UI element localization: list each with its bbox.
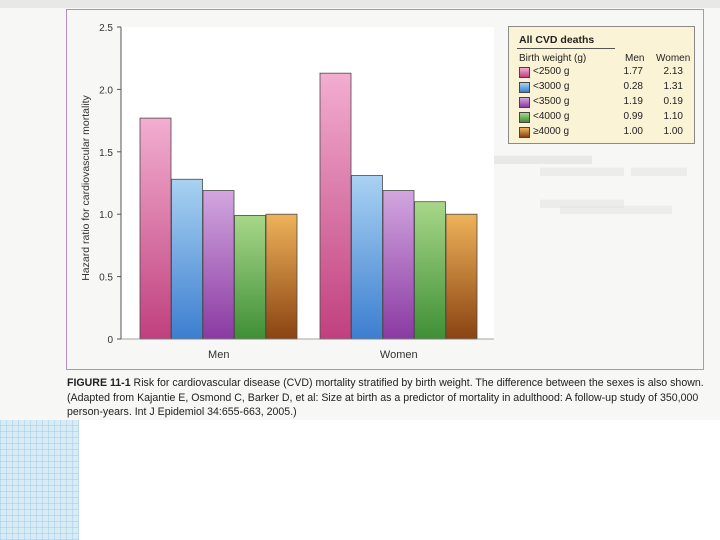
bleed-through-line: ▬▬▬▬ bbox=[560, 190, 672, 221]
figure-frame bbox=[66, 9, 704, 370]
y-tick-label: 2.5 bbox=[99, 23, 113, 34]
legend-row: <3500 g 1.19 0.19 bbox=[517, 96, 693, 109]
bar bbox=[445, 213, 478, 340]
legend-header-birth-weight: Birth weight (g) bbox=[519, 53, 587, 64]
y-axis-title: Hazard ratio for cardiovascular mortalit… bbox=[80, 94, 92, 280]
legend-rule bbox=[517, 48, 615, 49]
bar bbox=[414, 201, 446, 340]
legend-row-men-value: 1.77 bbox=[623, 66, 643, 77]
legend-row-label: <2500 g bbox=[533, 66, 570, 77]
legend-row-label: <3000 g bbox=[533, 81, 570, 92]
legend-swatch bbox=[519, 112, 530, 123]
y-tick-label: 2.0 bbox=[99, 85, 113, 96]
caption-label: FIGURE 11-1 bbox=[67, 377, 131, 389]
y-tick-label: 0.5 bbox=[99, 273, 113, 284]
x-category-label: Women bbox=[380, 349, 418, 361]
legend-row-men-value: 1.00 bbox=[623, 126, 643, 137]
legend-row: <4000 g 0.99 1.10 bbox=[517, 111, 693, 124]
bar bbox=[202, 190, 235, 340]
legend-title: All CVD deaths bbox=[519, 34, 595, 46]
caption-text: Risk for cardiovascular disease (CVD) mo… bbox=[67, 377, 704, 418]
legend-swatch bbox=[519, 97, 530, 108]
legend-box: All CVD deaths Birth weight (g) Men Wome… bbox=[508, 26, 695, 144]
bar bbox=[382, 190, 415, 340]
legend-row: ≥4000 g 1.00 1.00 bbox=[517, 126, 693, 139]
figure-caption: FIGURE 11-1 Risk for cardiovascular dise… bbox=[67, 376, 712, 420]
legend-row-men-value: 1.19 bbox=[623, 96, 643, 107]
y-tick-label: 1.0 bbox=[99, 210, 113, 221]
y-tick-label: 1.5 bbox=[99, 148, 113, 159]
bar bbox=[265, 213, 298, 340]
legend-row: <2500 g 1.77 2.13 bbox=[517, 66, 693, 79]
bar bbox=[139, 117, 172, 340]
legend-row-label: ≥4000 g bbox=[533, 126, 570, 137]
legend-row-women-value: 2.13 bbox=[663, 66, 683, 77]
blank-area bbox=[79, 420, 720, 540]
bleed-through-heading: ▬▬▬▬ bbox=[480, 140, 592, 171]
legend-row: <3000 g 0.28 1.31 bbox=[517, 81, 693, 94]
legend-header-women: Women bbox=[656, 53, 691, 64]
bar bbox=[234, 215, 266, 340]
legend-row-women-value: 1.00 bbox=[663, 126, 683, 137]
legend-header-men: Men bbox=[625, 53, 645, 64]
bar bbox=[171, 178, 203, 340]
y-tick-label: 0 bbox=[107, 335, 113, 346]
legend-row-women-value: 1.10 bbox=[663, 111, 683, 122]
legend-row-men-value: 0.99 bbox=[623, 111, 643, 122]
legend-row-label: <3500 g bbox=[533, 96, 570, 107]
bar bbox=[351, 175, 383, 340]
bleed-through-text: ▬▬▬▬ ▬▬▬ ▬▬ ▬▬▬ ▬▬▬▬ bbox=[380, 140, 720, 370]
page-top-edge bbox=[0, 0, 720, 8]
legend-swatch bbox=[519, 82, 530, 93]
x-category-label: Men bbox=[208, 349, 229, 361]
legend-swatch bbox=[519, 67, 530, 78]
legend-row-women-value: 0.19 bbox=[663, 96, 683, 107]
slide-corner-pattern bbox=[0, 420, 79, 540]
legend-row-label: <4000 g bbox=[533, 111, 570, 122]
bleed-through-line: ▬▬▬ ▬▬ ▬▬▬ bbox=[540, 152, 687, 215]
legend-row-women-value: 1.31 bbox=[663, 81, 683, 92]
legend-row-men-value: 0.28 bbox=[623, 81, 643, 92]
bar bbox=[319, 72, 352, 340]
legend-swatch bbox=[519, 127, 530, 138]
